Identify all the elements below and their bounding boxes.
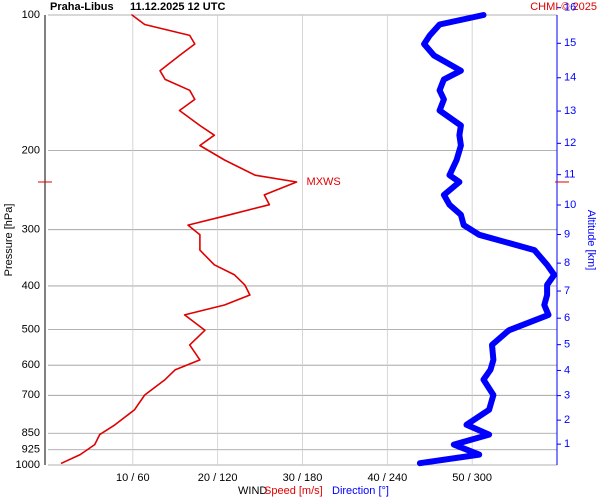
y2-tick-label: 13 — [564, 105, 576, 117]
y2-tick-label: 12 — [564, 137, 576, 149]
y2-tick-label: 4 — [564, 364, 570, 376]
y2-tick-label: 10 — [564, 199, 576, 211]
y-tick-label: 300 — [22, 224, 40, 236]
legend-entry: Speed [m/s] — [264, 485, 323, 497]
y2-tick-label: 6 — [564, 312, 570, 324]
y2-tick-label: 1 — [564, 438, 570, 450]
y2-tick-label: 2 — [564, 414, 570, 426]
y-axis-label: Pressure [hPa] — [3, 204, 15, 277]
y-tick-label: 500 — [22, 323, 40, 335]
legend-entry: Direction [°] — [332, 485, 389, 497]
y-tick-label: 400 — [22, 280, 40, 292]
y-tick-label: 200 — [22, 144, 40, 156]
x-axis-label: WIND — [238, 485, 267, 497]
x-tick-label: 30 / 180 — [283, 472, 323, 484]
x-tick-label: 20 / 120 — [198, 472, 238, 484]
annotation: MXWS — [307, 176, 341, 188]
x-tick-label: 10 / 60 — [116, 472, 150, 484]
profile-line — [60, 14, 298, 465]
y2-tick-label: 11 — [564, 169, 575, 181]
profile-line — [416, 12, 558, 467]
credit: CHMI © 2025 — [530, 1, 597, 13]
chart-title: Praha-Libus — [50, 1, 114, 13]
chart-subtitle: 11.12.2025 12 UTC — [130, 1, 225, 13]
y2-tick-label: 16 — [564, 2, 576, 14]
y2-axis-label: Altitude [km] — [585, 210, 597, 271]
y-tick-label: 700 — [22, 389, 40, 401]
y2-tick-label: 8 — [564, 257, 570, 269]
x-tick-label: 40 / 240 — [367, 472, 407, 484]
y-tick-label: 850 — [22, 427, 40, 439]
y-tick-label: 100 — [22, 9, 40, 21]
y-tick-label: 925 — [22, 444, 40, 456]
y2-tick-label: 9 — [564, 228, 570, 240]
x-tick-label: 50 / 300 — [452, 472, 492, 484]
y2-tick-label: 3 — [564, 390, 570, 402]
y2-tick-label: 5 — [564, 339, 570, 351]
y2-tick-label: 15 — [564, 37, 576, 49]
y-tick-label: 600 — [22, 359, 40, 371]
y-tick-label: 1000 — [16, 459, 40, 471]
y2-tick-label: 7 — [564, 285, 570, 297]
y2-tick-label: 14 — [564, 72, 576, 84]
